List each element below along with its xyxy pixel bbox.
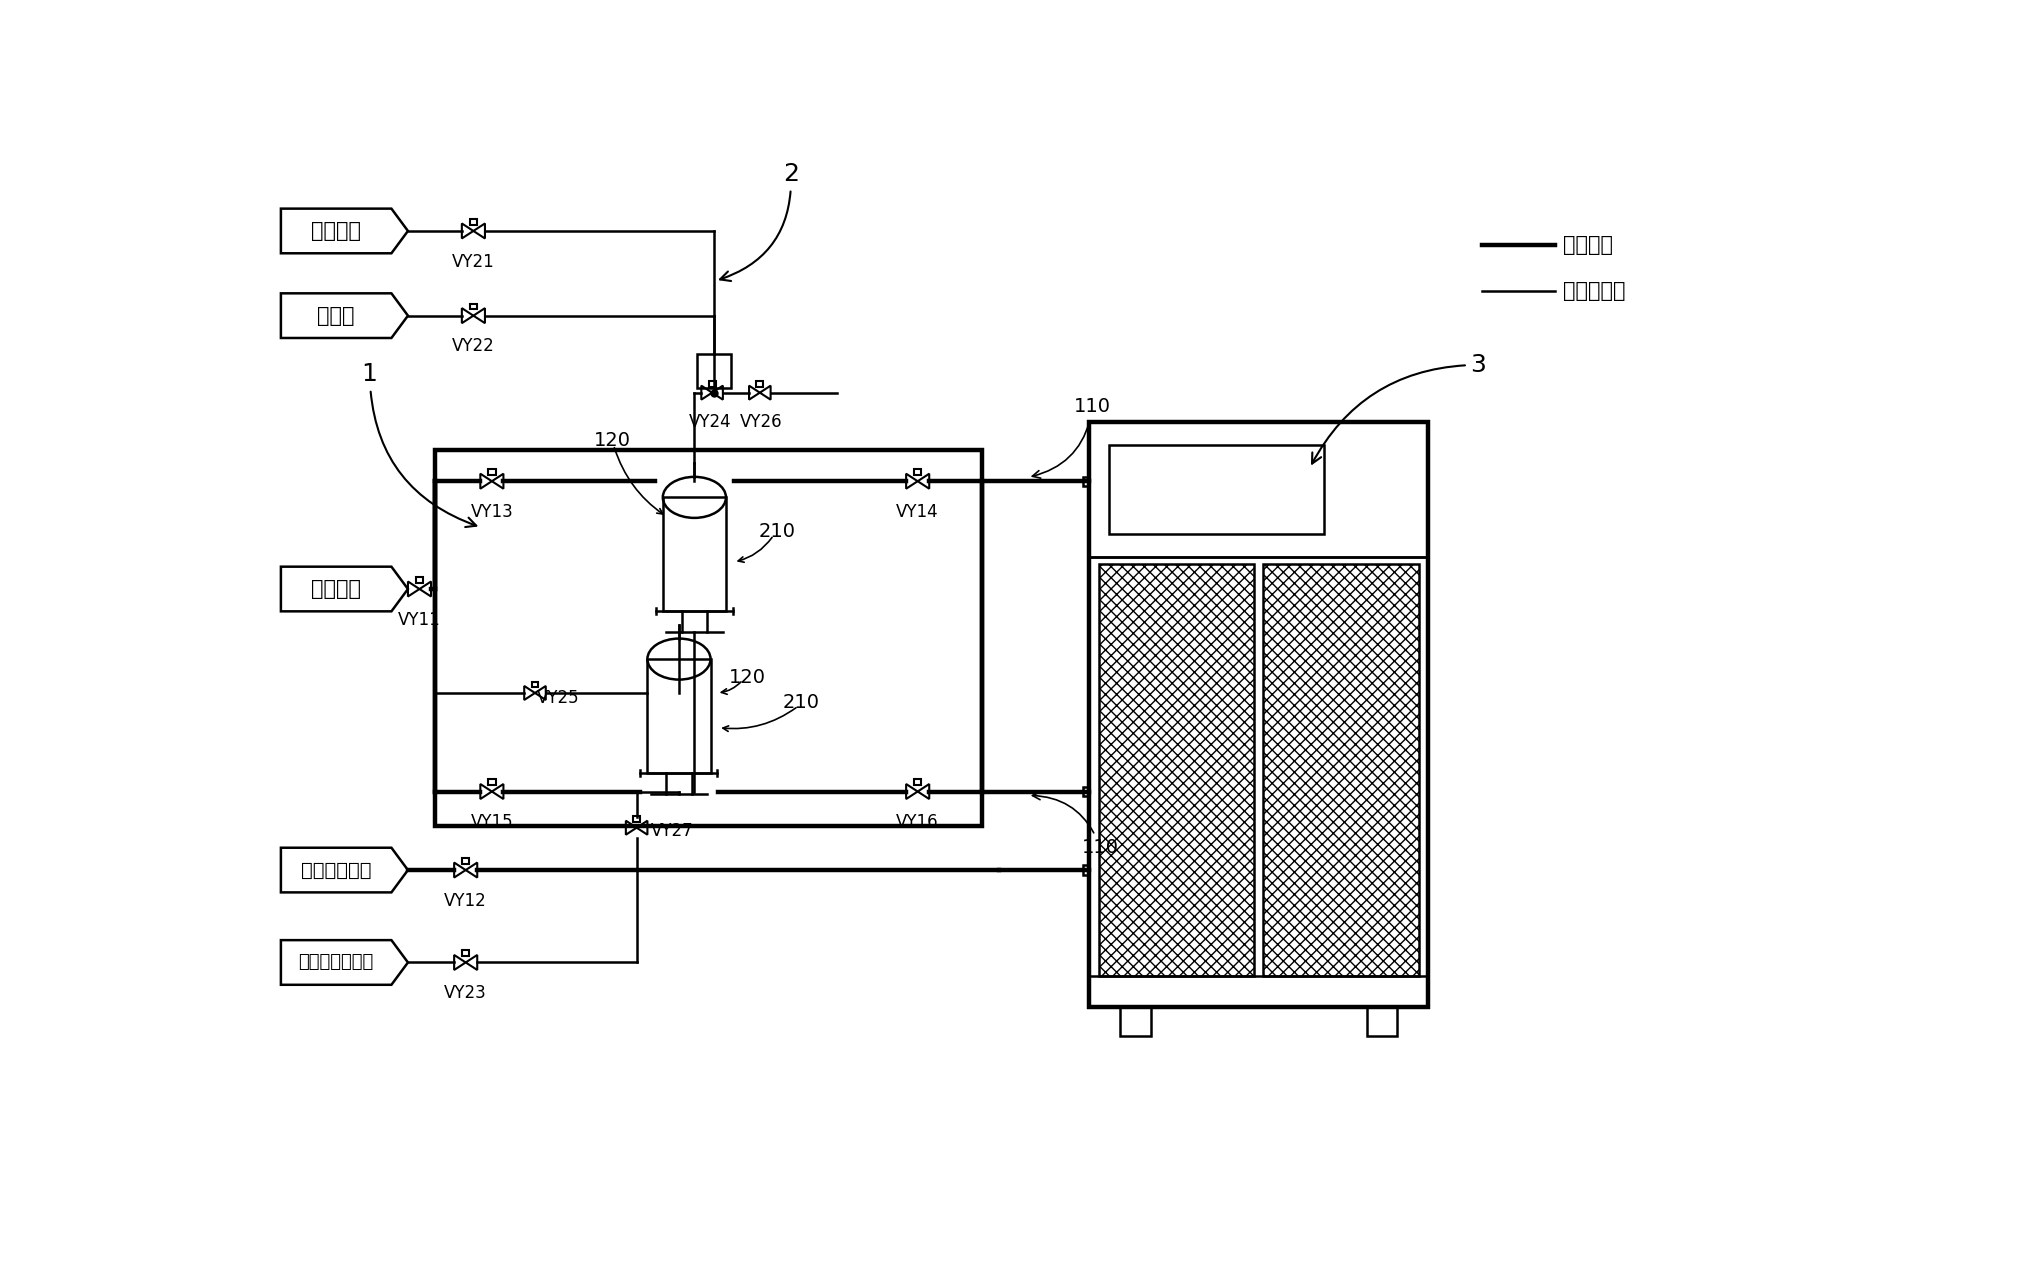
Text: 清洗液: 清洗液 [317, 305, 354, 326]
Bar [531, 681, 539, 686]
Bar [488, 779, 496, 785]
Text: VY25: VY25 [537, 689, 580, 707]
Bar [462, 858, 470, 863]
Text: VY24: VY24 [690, 413, 732, 431]
Bar [1084, 866, 1090, 875]
Bar [1084, 476, 1090, 486]
Text: VY15: VY15 [470, 813, 513, 831]
Bar [913, 779, 921, 785]
Text: 210: 210 [783, 693, 820, 712]
Text: VY11: VY11 [399, 611, 441, 629]
Bar [462, 951, 470, 956]
Text: 110: 110 [1033, 792, 1119, 857]
Text: VY14: VY14 [897, 503, 940, 521]
Bar [647, 659, 710, 774]
Text: VY13: VY13 [470, 503, 513, 521]
Bar [663, 498, 726, 611]
Bar [470, 219, 478, 225]
Bar [1367, 1007, 1397, 1037]
Text: 2: 2 [720, 162, 799, 281]
Bar [708, 381, 716, 386]
Text: VY22: VY22 [452, 337, 494, 355]
Bar [1090, 422, 1428, 557]
Bar [913, 470, 921, 475]
Text: 120: 120 [594, 431, 631, 450]
Bar [1263, 565, 1420, 976]
Text: 冷却介质回流: 冷却介质回流 [301, 861, 372, 880]
Bar [415, 577, 423, 582]
Text: 3: 3 [1312, 353, 1487, 463]
Text: 110: 110 [1033, 396, 1111, 479]
Bar [1098, 565, 1255, 976]
Bar [1090, 422, 1428, 1007]
Bar [757, 381, 763, 386]
Text: 冷却介质: 冷却介质 [311, 579, 362, 599]
Bar [470, 304, 478, 309]
Bar [435, 450, 982, 826]
Text: VY21: VY21 [452, 253, 494, 271]
Bar [1109, 445, 1324, 534]
Text: 1: 1 [362, 362, 476, 527]
Text: 反冲洗介质排出: 反冲洗介质排出 [299, 953, 374, 971]
Bar [488, 470, 496, 475]
Text: VY12: VY12 [443, 892, 486, 910]
Text: 120: 120 [728, 668, 767, 688]
Bar [1084, 786, 1090, 797]
Text: VY27: VY27 [651, 822, 694, 840]
Text: 冷却系统: 冷却系统 [1562, 235, 1613, 255]
Text: VY26: VY26 [740, 413, 783, 431]
Text: VY16: VY16 [897, 813, 940, 831]
Text: 反清洗系统: 反清洗系统 [1562, 281, 1625, 302]
Bar [698, 354, 730, 387]
Bar [1121, 1007, 1151, 1037]
Text: VY23: VY23 [443, 984, 486, 1002]
Text: 压缩空气: 压缩空气 [311, 221, 362, 241]
Text: 210: 210 [759, 522, 795, 541]
Bar [633, 816, 641, 822]
